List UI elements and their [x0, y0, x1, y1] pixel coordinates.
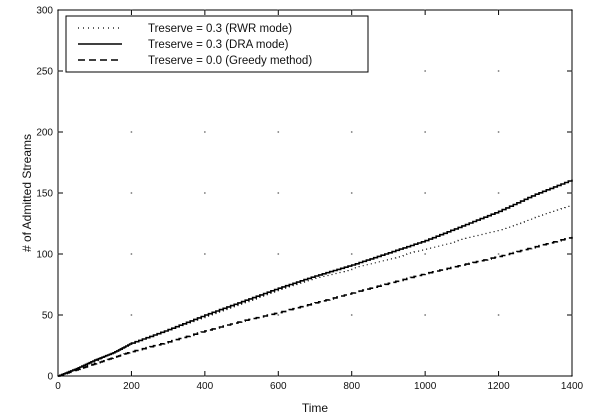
y-axis-label: # of Admitted Streams	[20, 134, 34, 252]
legend-item-dra: Treserve = 0.3 (DRA mode)	[148, 39, 289, 51]
grid-dot	[203, 253, 206, 255]
x-tick-label: 200	[123, 381, 140, 392]
grid-dot	[130, 314, 133, 316]
legend-item-rwr: Treserve = 0.3 (RWR mode)	[148, 23, 292, 35]
grid-dot	[497, 70, 500, 72]
y-tick-label: 50	[42, 311, 54, 322]
x-axis-label: Time	[302, 401, 329, 415]
legend-item-greedy: Treserve = 0.0 (Greedy method)	[148, 55, 312, 67]
grid-dot	[497, 314, 500, 316]
series-dra-line	[58, 179, 573, 377]
grid-dot	[424, 131, 427, 133]
x-tick-label: 400	[197, 381, 214, 392]
grid-dot	[130, 192, 133, 194]
grid-dot	[424, 253, 427, 255]
grid-dot	[350, 314, 353, 316]
grid-dot	[424, 70, 427, 72]
y-tick-label: 200	[36, 128, 53, 139]
grid-dot	[350, 131, 353, 133]
y-tick-label: 300	[36, 6, 53, 17]
legend: Treserve = 0.3 (RWR mode) Treserve = 0.3 …	[65, 15, 369, 73]
y-tick-label: 150	[36, 189, 53, 200]
grid-dot	[203, 131, 206, 133]
y-tick-label: 0	[47, 372, 53, 383]
grid-dot	[350, 192, 353, 194]
grid-dot	[277, 192, 280, 194]
axis-ticks: 0 200 400 600 800 1000 1200 1400 0 50 100 150 200 250…	[36, 6, 583, 393]
x-tick-label: 0	[55, 381, 61, 392]
grid-dot	[424, 192, 427, 194]
x-tick-label: 1000	[414, 381, 437, 392]
grid-dot	[424, 314, 427, 316]
x-tick-label: 1400	[561, 381, 584, 392]
x-tick-label: 800	[343, 381, 360, 392]
grid-dot	[203, 192, 206, 194]
series-greedy-line	[58, 236, 573, 377]
x-tick-label: 1200	[487, 381, 510, 392]
grid-dot	[497, 192, 500, 194]
grid-dot	[497, 131, 500, 133]
x-tick-label: 600	[270, 381, 287, 392]
series-layer	[58, 179, 573, 377]
grid-dot	[277, 253, 280, 255]
grid-dot	[277, 314, 280, 316]
y-tick-label: 100	[36, 250, 53, 261]
y-tick-label: 250	[36, 67, 53, 78]
grid-dot	[130, 253, 133, 255]
grid-dot	[350, 253, 353, 255]
grid-dot	[497, 253, 500, 255]
grid-dot	[277, 131, 280, 133]
grid-dot	[130, 131, 133, 133]
